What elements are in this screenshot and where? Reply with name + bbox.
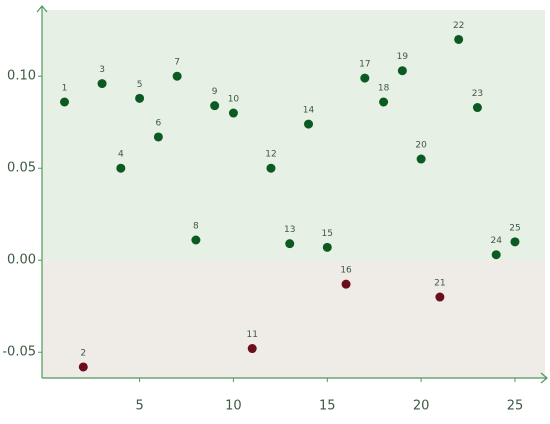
point-label: 19 <box>397 52 409 62</box>
point-label: 17 <box>359 60 370 70</box>
point-label: 13 <box>284 225 295 235</box>
point <box>472 103 482 113</box>
x-tick-label: 15 <box>319 399 336 414</box>
point-label: 15 <box>322 229 333 239</box>
point <box>135 93 145 103</box>
point <box>116 163 126 173</box>
point <box>435 292 445 302</box>
point-label: 1 <box>62 84 68 94</box>
point <box>454 34 464 44</box>
positive-region <box>42 10 545 261</box>
y-tick-label: 0.05 <box>7 161 36 176</box>
point-label: 10 <box>228 95 240 105</box>
point <box>153 132 163 142</box>
point <box>322 242 332 252</box>
x-axis <box>42 372 548 384</box>
point-label: 18 <box>378 84 390 94</box>
point <box>97 79 107 89</box>
negative-region <box>42 260 545 378</box>
point <box>397 66 407 76</box>
y-axis <box>36 5 48 378</box>
point <box>172 71 182 81</box>
point-label: 14 <box>303 106 315 116</box>
point-label: 21 <box>434 279 445 289</box>
x-tick-label: 25 <box>507 399 524 414</box>
point-label: 8 <box>193 222 199 232</box>
point-label: 23 <box>472 89 483 99</box>
point <box>210 101 220 111</box>
point <box>191 235 201 245</box>
point-label: 25 <box>509 223 520 233</box>
point <box>60 97 70 107</box>
point <box>266 163 276 173</box>
point <box>304 119 314 129</box>
y-tick-label: 0.10 <box>7 69 36 84</box>
point-label: 3 <box>99 65 105 75</box>
point <box>416 154 426 164</box>
point-label: 11 <box>246 330 257 340</box>
y-tick-label: -0.05 <box>2 345 36 360</box>
point-label: 7 <box>174 58 180 68</box>
point-label: 5 <box>137 80 143 90</box>
point <box>379 97 389 107</box>
point-label: 20 <box>415 141 427 151</box>
point <box>510 237 520 247</box>
point <box>78 362 88 372</box>
point <box>228 108 238 118</box>
point <box>247 344 257 354</box>
point-label: 12 <box>265 150 276 160</box>
point <box>285 239 295 249</box>
point <box>341 279 351 289</box>
point <box>491 250 501 260</box>
point-label: 6 <box>155 118 161 128</box>
point-label: 16 <box>340 266 352 276</box>
x-tick-label: 20 <box>413 399 430 414</box>
x-tick-label: 10 <box>225 399 242 414</box>
point-label: 2 <box>80 348 86 358</box>
point-label: 24 <box>490 236 502 246</box>
point-label: 22 <box>453 21 464 31</box>
point <box>360 73 370 83</box>
y-tick-label: 0.00 <box>7 253 36 268</box>
point-label: 4 <box>118 150 124 160</box>
x-tick-label: 5 <box>135 399 143 414</box>
point-label: 9 <box>212 87 218 97</box>
